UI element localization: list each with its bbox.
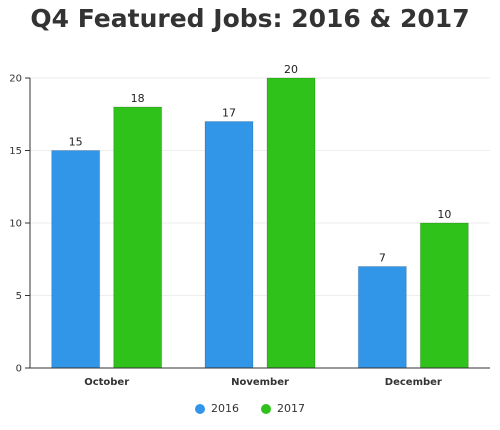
legend-label: 2016 xyxy=(211,402,239,415)
y-tick-label: 5 xyxy=(16,291,22,302)
bar-october-2016[interactable] xyxy=(51,150,101,369)
x-tick-label: November xyxy=(231,377,289,388)
gridlines xyxy=(25,77,490,369)
data-label: 15 xyxy=(69,136,83,149)
x-tick-label: October xyxy=(84,377,129,388)
bar-december-2016[interactable] xyxy=(357,266,407,369)
x-tick-labels: October November December xyxy=(84,377,442,388)
legend-label: 2017 xyxy=(277,402,305,415)
data-label: 7 xyxy=(379,252,386,265)
y-tick-labels: 0 5 10 15 20 xyxy=(9,74,22,375)
data-label: 20 xyxy=(284,63,298,76)
data-label: 17 xyxy=(222,107,236,120)
y-tick-label: 20 xyxy=(9,74,22,85)
legend-dot-icon xyxy=(195,403,205,414)
data-label: 18 xyxy=(131,92,145,105)
legend-dot-icon xyxy=(261,403,271,414)
y-tick-label: 15 xyxy=(9,146,22,157)
legend-item-2017[interactable]: 2017 xyxy=(261,402,305,415)
bar-october-2017[interactable] xyxy=(113,106,163,369)
chart-title: Q4 Featured Jobs: 2016 & 2017 xyxy=(30,4,470,33)
bar-november-2017[interactable] xyxy=(266,77,316,369)
data-label: 10 xyxy=(437,208,451,221)
bar-november-2016[interactable] xyxy=(204,121,254,369)
legend-item-2016[interactable]: 2016 xyxy=(195,402,239,415)
x-tick-label: December xyxy=(385,377,442,388)
legend: 2016 2017 xyxy=(0,402,500,415)
y-tick-label: 10 xyxy=(9,219,22,230)
bars xyxy=(51,77,469,369)
data-labels: 15 18 17 20 7 10 xyxy=(69,63,452,265)
axes xyxy=(29,78,490,369)
y-tick-label: 0 xyxy=(16,364,22,375)
bar-december-2017[interactable] xyxy=(419,222,469,369)
